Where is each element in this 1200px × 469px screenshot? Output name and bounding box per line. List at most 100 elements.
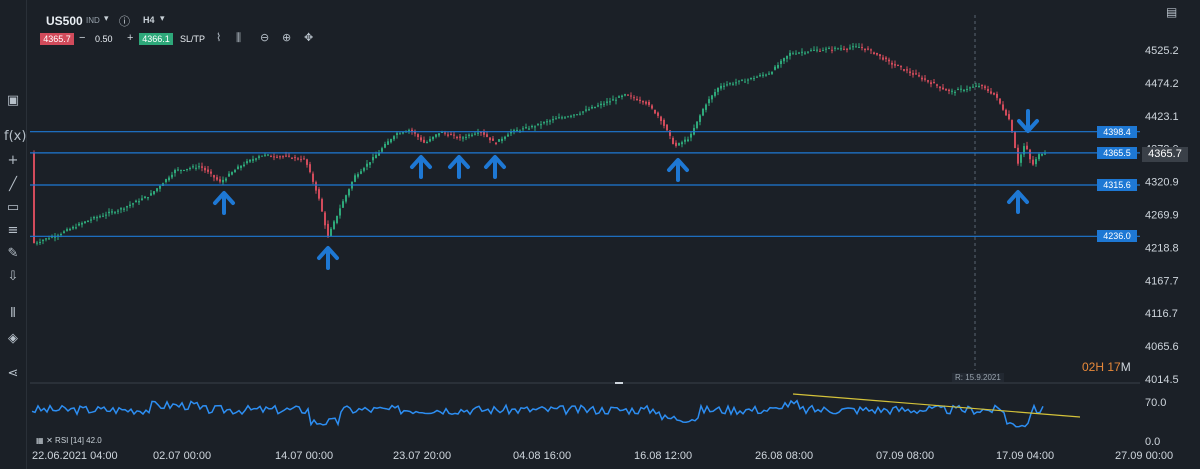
info-icon[interactable]: ⓘ <box>119 16 130 28</box>
pane-resize-handle[interactable] <box>615 382 623 384</box>
candle-body <box>972 86 974 88</box>
rsi-label[interactable]: ▦ ✕ RSI [14] 42.0 <box>36 436 102 445</box>
candle-body <box>555 118 557 120</box>
pin-icon[interactable]: ⇩ <box>7 269 19 284</box>
level-price-box[interactable]: 4398.4 <box>1097 125 1137 138</box>
sltp-button[interactable]: SL/TP <box>180 34 206 44</box>
candle-body <box>897 64 899 66</box>
candle-body <box>456 136 458 139</box>
candle-body <box>645 101 647 104</box>
candle-body <box>330 228 332 237</box>
move-icon[interactable]: ✥ <box>304 31 314 44</box>
time-tick-label: 23.07 20:00 <box>393 450 451 462</box>
candle-body <box>783 58 785 62</box>
candle-body <box>432 136 434 140</box>
pen-icon[interactable]: ✎ <box>7 246 19 261</box>
price-tick-label: 4474.2 <box>1145 78 1179 90</box>
level-price-box[interactable]: 4236.0 <box>1097 230 1137 243</box>
horizontal-levels[interactable] <box>30 131 1140 237</box>
arrow-up-icon <box>667 158 689 182</box>
candle-body <box>966 88 968 90</box>
candle-body <box>921 77 923 80</box>
time-tick-label: 22.06.2021 04:00 <box>32 450 118 462</box>
level-price-box[interactable]: 4365.5 <box>1097 146 1137 159</box>
screenshot-icon[interactable]: ▣ <box>6 93 20 108</box>
candle-body <box>969 87 971 89</box>
candle-body <box>813 49 815 51</box>
settings-icon[interactable]: ▤ <box>1166 5 1178 19</box>
candle-body <box>333 221 335 229</box>
quantity-minus-button[interactable]: − <box>79 32 86 44</box>
zoom-in-icon[interactable]: ⊕ <box>282 31 292 44</box>
candle-body <box>366 163 368 167</box>
candle-body <box>918 75 920 77</box>
candle-body <box>417 134 419 138</box>
level-price-box[interactable]: 4315.6 <box>1097 179 1137 192</box>
candle-body <box>390 139 392 143</box>
candle-body <box>339 208 341 216</box>
indicators-icon[interactable]: ⫴ <box>10 306 16 321</box>
time-tick-label: 14.07 00:00 <box>275 450 333 462</box>
sell-price-button[interactable]: 4365.7 <box>40 33 74 45</box>
candle-body <box>711 95 713 100</box>
fx-icon[interactable]: f(x) <box>4 129 27 144</box>
candle-body <box>477 132 479 134</box>
share-icon[interactable]: ⋖ <box>7 366 19 381</box>
candle-body <box>678 143 680 146</box>
candle-body <box>276 156 278 158</box>
candle-body <box>954 91 956 93</box>
quantity-plus-button[interactable]: + <box>127 32 134 44</box>
zoom-out-icon[interactable]: ⊖ <box>260 31 270 44</box>
rectangle-icon[interactable]: ▭ <box>6 200 20 215</box>
candle-body <box>552 119 554 121</box>
candle-body <box>909 71 911 74</box>
candle-body <box>393 136 395 140</box>
candle-body <box>75 227 77 229</box>
candle-body <box>819 50 821 52</box>
buy-price-button[interactable]: 4366.1 <box>139 33 173 45</box>
candle-body <box>156 188 158 192</box>
candle-body <box>78 223 80 226</box>
candle-body <box>903 69 905 71</box>
quantity-input[interactable]: 0.50 <box>95 34 113 44</box>
candle-body <box>324 212 326 226</box>
rsi-trendline[interactable] <box>792 393 1081 418</box>
candle-body <box>597 105 599 107</box>
plus-icon[interactable]: + <box>7 153 19 168</box>
candle-body <box>285 155 287 157</box>
candle-body <box>579 113 581 115</box>
timeframe-select[interactable]: H4 <box>143 15 155 25</box>
arrow-up-icon <box>484 155 506 179</box>
candle-body <box>444 132 446 134</box>
timeframe-dropdown-icon[interactable]: ▾ <box>160 13 165 23</box>
candle-body <box>510 131 512 134</box>
candle-body <box>600 103 602 106</box>
candle-body <box>1017 147 1019 164</box>
line-icon[interactable]: ╱ <box>9 177 17 192</box>
candle-body <box>402 132 404 134</box>
line-chart-icon[interactable]: ⌇ <box>216 31 222 44</box>
candle-body <box>315 182 317 191</box>
candle-body <box>447 134 449 136</box>
candle-body <box>69 228 71 231</box>
candle-body <box>246 161 248 164</box>
rsi-settings-icon[interactable]: ▦ ✕ <box>36 436 53 445</box>
candle-body <box>927 80 929 82</box>
layers-icon[interactable]: ◈ <box>8 331 18 346</box>
candle-body <box>1023 146 1025 155</box>
candle-body <box>234 170 236 173</box>
candle-body <box>468 134 470 136</box>
candles-icon[interactable]: ⫼ <box>236 31 242 44</box>
candle-body <box>558 117 560 119</box>
candle-body <box>780 60 782 65</box>
price-tick-label: 4014.5 <box>1145 374 1179 386</box>
candle-body <box>801 51 803 53</box>
symbol-dropdown-icon[interactable]: ▾ <box>104 13 109 23</box>
candle-body <box>837 48 839 50</box>
candle-body <box>846 48 848 50</box>
time-tick-label: 04.08 16:00 <box>513 450 571 462</box>
symbol-name[interactable]: US500 <box>46 14 83 28</box>
fib-icon[interactable]: ≡ <box>7 223 19 238</box>
candle-body <box>534 126 536 128</box>
